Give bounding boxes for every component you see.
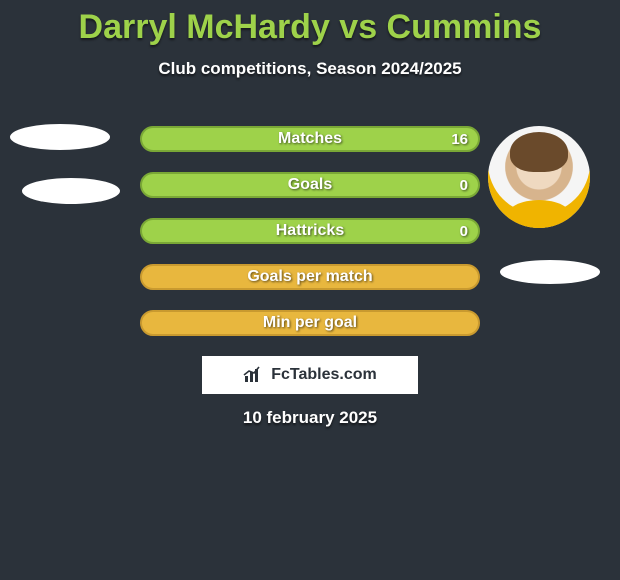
stat-label: Matches — [278, 130, 342, 148]
stat-row-inner: Goals per match — [142, 266, 478, 288]
left-ellipse-1 — [10, 124, 110, 150]
snapshot-date: 10 february 2025 — [0, 408, 620, 428]
stat-label: Goals — [288, 176, 332, 194]
stat-value-right: 0 — [460, 174, 468, 196]
stat-row-inner: Hattricks — [142, 220, 478, 242]
bar-chart-icon — [243, 366, 265, 384]
page-subtitle: Club competitions, Season 2024/2025 — [0, 59, 620, 79]
logo-box: FcTables.com — [202, 356, 418, 394]
stat-row-inner: Matches — [142, 128, 478, 150]
stat-row: Min per goal — [140, 310, 480, 336]
stat-value-right: 16 — [451, 128, 468, 150]
stat-row: Matches 16 — [140, 126, 480, 152]
logo-text: FcTables.com — [271, 366, 377, 384]
page-title: Darryl McHardy vs Cummins — [0, 0, 620, 47]
stat-label: Min per goal — [263, 314, 357, 332]
stat-label: Goals per match — [247, 268, 372, 286]
player-avatar-right — [488, 126, 590, 228]
stat-rows: Matches 16 Goals 0 Hattricks 0 Goals per match… — [140, 126, 480, 356]
right-ellipse — [500, 260, 600, 284]
stat-row-inner: Goals — [142, 174, 478, 196]
stat-row: Goals per match — [140, 264, 480, 290]
stat-value-right: 0 — [460, 220, 468, 242]
left-ellipse-2 — [22, 178, 120, 204]
stat-row: Hattricks 0 — [140, 218, 480, 244]
stat-row: Goals 0 — [140, 172, 480, 198]
stat-label: Hattricks — [276, 222, 344, 240]
stat-row-inner: Min per goal — [142, 312, 478, 334]
